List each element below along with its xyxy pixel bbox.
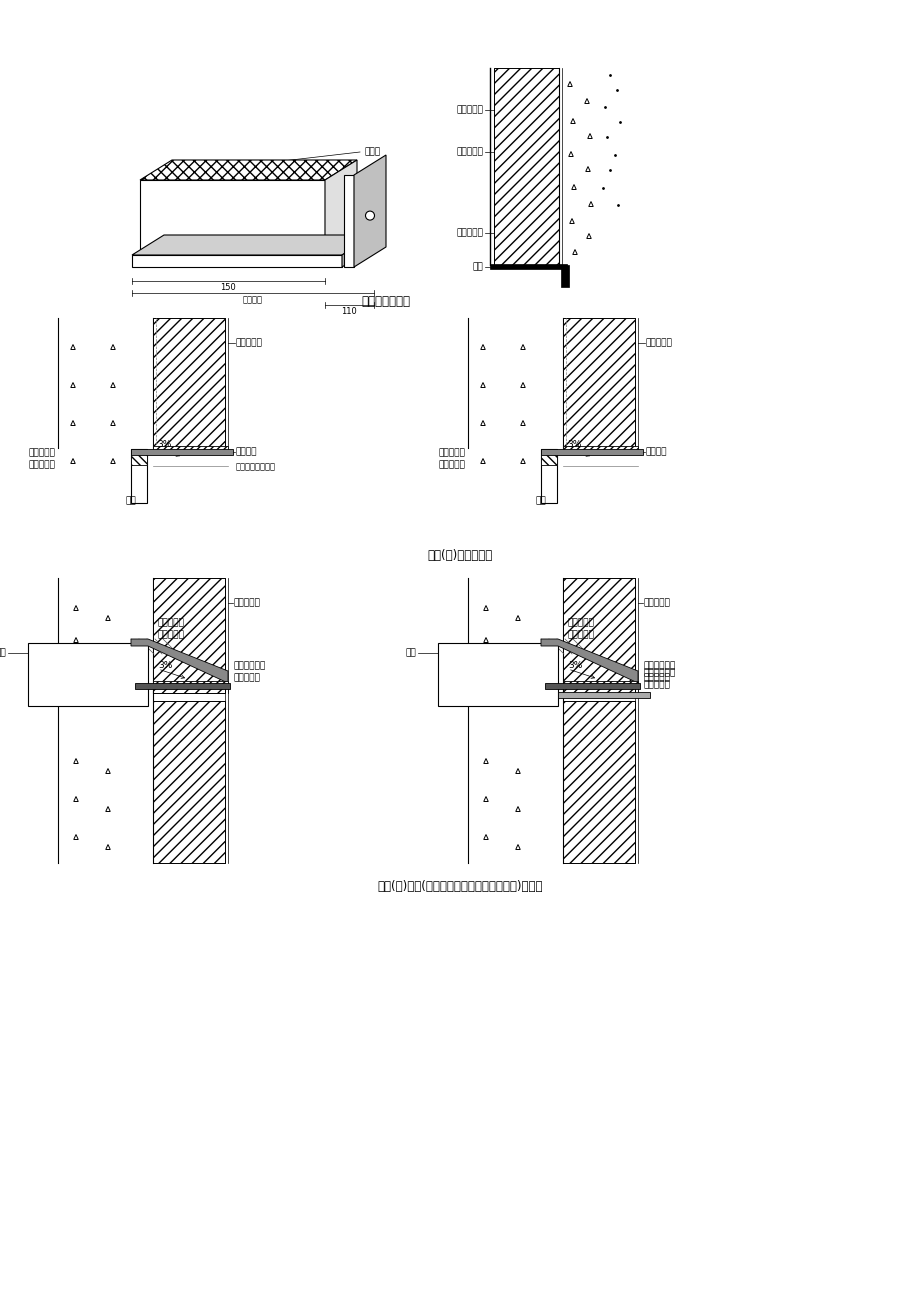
Text: 翻包玻纤网: 翻包玻纤网 — [236, 339, 263, 348]
Polygon shape — [153, 700, 225, 863]
Polygon shape — [561, 266, 568, 286]
Polygon shape — [490, 264, 566, 270]
Text: 托架安装示意图: 托架安装示意图 — [361, 296, 411, 309]
Polygon shape — [562, 318, 634, 448]
Polygon shape — [540, 449, 556, 503]
Text: 底层玻纤网: 底层玻纤网 — [456, 147, 482, 156]
Text: 台面及阳角处: 台面及阳角处 — [233, 661, 266, 671]
Polygon shape — [562, 578, 634, 693]
Polygon shape — [153, 681, 228, 686]
Polygon shape — [130, 449, 147, 465]
Circle shape — [365, 211, 374, 220]
Text: 翻包玻纤网: 翻包玻纤网 — [456, 228, 482, 237]
Text: 保温板或保温浆料: 保温板或保温浆料 — [236, 462, 276, 471]
Text: 台面及阳角处: 台面及阳角处 — [643, 668, 675, 677]
Text: 建筑密封膏: 建筑密封膏 — [28, 461, 55, 470]
Polygon shape — [437, 643, 558, 706]
Text: 3%: 3% — [158, 661, 172, 671]
Text: 台面及阳角处: 台面及阳角处 — [643, 661, 675, 671]
Text: 发泡聚氨酯: 发泡聚氨酯 — [28, 448, 55, 457]
Polygon shape — [354, 155, 386, 267]
Polygon shape — [562, 681, 637, 686]
Polygon shape — [140, 180, 324, 255]
Polygon shape — [540, 639, 637, 684]
Text: 翻包玻纤网: 翻包玻纤网 — [643, 599, 670, 608]
Text: 翻包玻纤网: 翻包玻纤网 — [233, 599, 261, 608]
Polygon shape — [131, 234, 374, 255]
Text: 岩棉板: 岩棉板 — [365, 147, 380, 156]
Text: 双层玻纤网: 双层玻纤网 — [233, 673, 261, 682]
Polygon shape — [131, 255, 342, 267]
Text: 3%: 3% — [157, 440, 171, 449]
Text: 双层玻纤网: 双层玻纤网 — [643, 681, 670, 690]
Text: 110: 110 — [341, 307, 357, 316]
Text: 发泡聚氨酯: 发泡聚氨酯 — [158, 618, 185, 628]
Text: 窗框: 窗框 — [404, 648, 415, 658]
Text: 3%: 3% — [567, 661, 582, 671]
Text: 建筑密封膏: 建筑密封膏 — [567, 630, 595, 639]
Polygon shape — [494, 68, 559, 266]
Polygon shape — [153, 447, 228, 450]
Polygon shape — [344, 174, 354, 267]
Polygon shape — [153, 318, 225, 448]
Polygon shape — [324, 160, 357, 255]
Polygon shape — [558, 691, 650, 698]
Text: 建筑密封膏: 建筑密封膏 — [437, 461, 464, 470]
Text: 滴水配件: 滴水配件 — [236, 448, 257, 457]
Polygon shape — [130, 449, 233, 454]
Polygon shape — [28, 643, 148, 706]
Polygon shape — [130, 639, 228, 684]
Text: 窗口(下)做法(设计需要时可安装金属窗台板)示意图: 窗口(下)做法(设计需要时可安装金属窗台板)示意图 — [377, 880, 542, 893]
Text: 建筑密封膏: 建筑密封膏 — [158, 630, 185, 639]
Text: 3%: 3% — [566, 440, 581, 449]
Polygon shape — [540, 449, 642, 454]
Text: 翻包玻纤网: 翻包玻纤网 — [645, 339, 672, 348]
Text: 发泡聚氨酯: 发泡聚氨酯 — [567, 618, 595, 628]
Polygon shape — [562, 700, 634, 863]
Text: 窗框: 窗框 — [0, 648, 6, 658]
Polygon shape — [153, 578, 225, 693]
Polygon shape — [540, 449, 556, 465]
Text: 窗口(上)做法示意图: 窗口(上)做法示意图 — [427, 549, 492, 562]
Polygon shape — [135, 684, 230, 689]
Polygon shape — [342, 234, 374, 267]
Text: 滴水配件: 滴水配件 — [645, 448, 667, 457]
Polygon shape — [130, 449, 147, 503]
Text: 面层玻纤网: 面层玻纤网 — [456, 105, 482, 115]
Text: 发泡聚氨酯: 发泡聚氨酯 — [437, 448, 464, 457]
Text: 托架: 托架 — [471, 263, 482, 272]
Text: 150: 150 — [220, 284, 235, 293]
Text: 窗框: 窗框 — [535, 496, 546, 505]
Polygon shape — [140, 160, 357, 180]
Polygon shape — [544, 684, 640, 689]
Text: 窗框: 窗框 — [126, 496, 136, 505]
Text: 岩棉板长: 岩棉板长 — [243, 296, 263, 305]
Text: 双层玻纤网: 双层玻纤网 — [643, 673, 670, 682]
Polygon shape — [562, 447, 637, 450]
